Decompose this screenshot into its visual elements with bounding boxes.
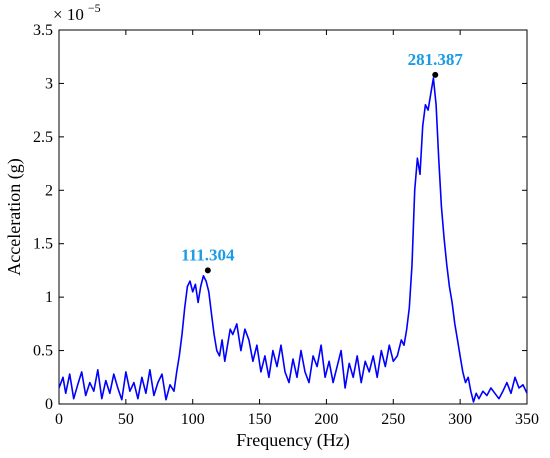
y-tick-label: 2.5 [33, 129, 53, 146]
y-tick-label: 3.5 [33, 22, 53, 39]
peak-label: 281.387 [408, 50, 464, 69]
y-multiplier-exponent: −5 [88, 1, 101, 15]
x-axis-title: Frequency (Hz) [236, 430, 349, 451]
y-multiplier-base: × 10 [53, 5, 84, 24]
x-tick-label: 100 [181, 411, 205, 428]
y-tick-label: 3 [45, 75, 53, 92]
y-ticks: 0 0.5 1 1.5 2 2.5 3 3.5 [33, 22, 527, 413]
x-tick-label: 300 [448, 411, 472, 428]
series-line [58, 77, 528, 403]
y-tick-label: 0 [45, 396, 53, 413]
peak-label: 111.304 [181, 245, 235, 264]
plot-area-border [58, 29, 528, 405]
x-tick-label: 350 [515, 411, 539, 428]
x-tick-label: 200 [314, 411, 338, 428]
x-tick-label: 50 [118, 411, 134, 428]
plot-frame [58, 29, 528, 405]
y-tick-label: 1.5 [33, 236, 53, 253]
x-tick-label: 0 [55, 411, 63, 428]
y-tick-label: 1 [45, 289, 53, 306]
peaks: 111.304 281.387 [181, 50, 463, 274]
x-tick-label: 250 [381, 411, 405, 428]
x-tick-label: 150 [248, 411, 272, 428]
peak-marker [204, 267, 211, 274]
y-tick-label: 2 [45, 182, 53, 199]
y-axis-title: Acceleration (g) [4, 158, 25, 275]
x-ticks: 0 50 100 150 200 250 300 350 [55, 30, 539, 428]
peak-marker [432, 71, 439, 78]
y-tick-label: 0.5 [33, 343, 53, 360]
y-multiplier-label: × 10 −5 [53, 1, 101, 24]
